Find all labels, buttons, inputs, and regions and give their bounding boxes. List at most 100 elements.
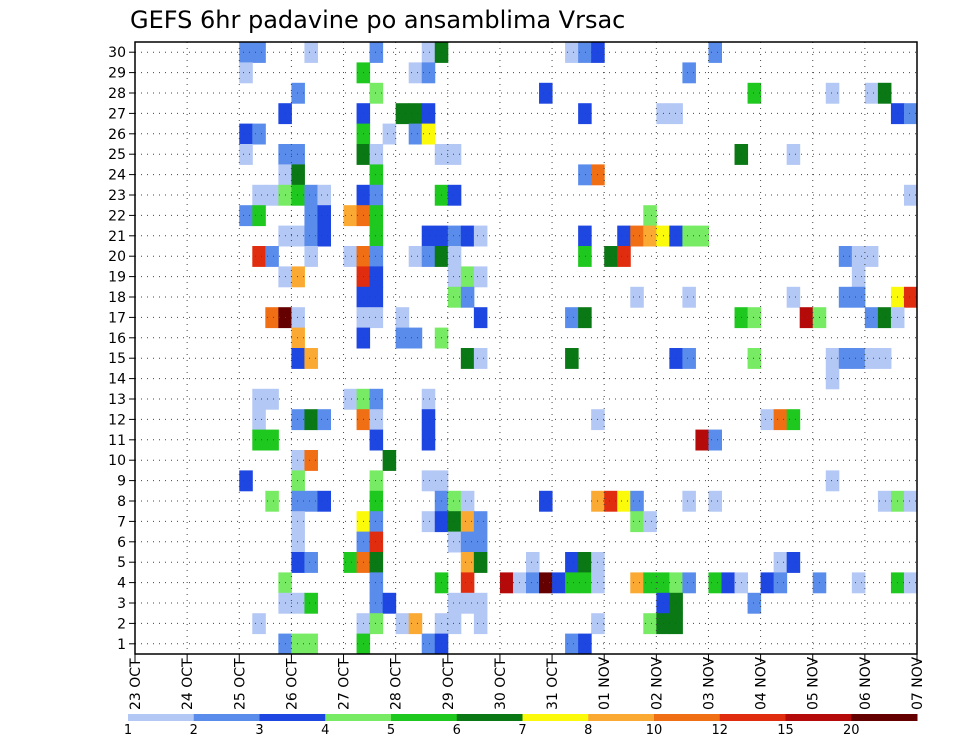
y-tick-label: 1: [117, 637, 126, 653]
y-tick-label: 11: [108, 433, 126, 449]
colorbar-swatch: [456, 714, 523, 721]
heatmap-cell: [395, 613, 410, 635]
x-tick-label: 28 OCT: [389, 658, 405, 710]
heatmap-cell: [369, 286, 384, 308]
heatmap-cell: [369, 205, 384, 227]
colorbar-swatch: [325, 714, 392, 721]
heatmap-cell: [304, 184, 318, 206]
heatmap-cell: [421, 409, 436, 431]
heatmap-cell: [265, 307, 279, 329]
heatmap-cell: [682, 490, 696, 512]
heatmap-cell: [265, 490, 279, 512]
heatmap-cell: [408, 62, 423, 84]
heatmap-cell: [473, 307, 488, 329]
heatmap-cell: [473, 552, 488, 573]
heatmap-cell: [838, 348, 853, 369]
y-tick-label: 20: [108, 249, 126, 265]
heatmap-cell: [695, 225, 709, 247]
heatmap-cell: [304, 225, 318, 247]
heatmap-cell: [565, 552, 579, 573]
heatmap-cell: [343, 246, 358, 267]
heatmap-cell: [539, 572, 553, 594]
heatmap-cell: [460, 592, 475, 614]
colorbar-label: 3: [255, 723, 263, 738]
heatmap-cell: [460, 552, 475, 573]
x-tick-label: 27 OCT: [337, 658, 353, 710]
heatmap-cell: [565, 307, 579, 329]
y-tick-label: 23: [108, 188, 126, 204]
heatmap-cell: [473, 592, 488, 614]
colorbar-swatch: [654, 714, 721, 721]
colorbar-label: 2: [190, 723, 198, 738]
colorbar-swatch: [588, 714, 655, 721]
heatmap-cell: [369, 184, 384, 206]
heatmap-cell: [369, 470, 384, 492]
heatmap-cell: [578, 246, 592, 267]
heatmap-cell: [252, 42, 266, 63]
heatmap-cell: [421, 103, 436, 125]
heatmap-cell: [539, 82, 553, 104]
x-tick-label: 24 OCT: [180, 658, 196, 710]
heatmap-cell: [382, 592, 397, 614]
heatmap-cell: [864, 348, 879, 369]
heatmap-cell: [252, 246, 266, 267]
heatmap-cell: [369, 511, 384, 533]
heatmap-cell: [239, 123, 253, 145]
heatmap-cell: [526, 552, 540, 573]
heatmap-cell: [304, 246, 318, 267]
heatmap-cell: [291, 450, 305, 471]
heatmap-cell: [721, 572, 736, 594]
heatmap-cell: [395, 307, 410, 329]
heatmap-cell: [291, 144, 305, 165]
colorbar-label: 15: [777, 723, 794, 738]
heatmap-cell: [747, 307, 762, 329]
heatmap-cell: [630, 511, 644, 533]
heatmap-cell: [708, 490, 722, 512]
plot-area: 1234567891011121314151617181920212223242…: [108, 41, 926, 710]
heatmap-cell: [421, 470, 436, 492]
y-tick-label: 4: [117, 576, 126, 592]
heatmap-cell: [369, 409, 384, 431]
y-tick-label: 6: [117, 535, 126, 551]
heatmap-cell: [643, 205, 657, 227]
heatmap-cell: [304, 205, 318, 227]
heatmap-cell: [265, 184, 279, 206]
y-tick-label: 13: [108, 392, 126, 408]
heatmap-cell: [421, 42, 436, 63]
x-tick-label: 25 OCT: [232, 658, 248, 710]
y-tick-label: 22: [108, 208, 126, 224]
heatmap-cell: [838, 246, 853, 267]
heatmap-cell: [291, 511, 305, 533]
heatmap-cell: [669, 572, 683, 594]
heatmap-cell: [291, 592, 305, 614]
heatmap-cell: [643, 225, 657, 247]
heatmap-cell: [630, 286, 644, 308]
heatmap-cell: [239, 62, 253, 84]
heatmap-cell: [395, 103, 410, 125]
y-tick-label: 19: [108, 270, 126, 286]
heatmap-cell: [565, 633, 579, 655]
heatmap-cell: [369, 164, 384, 186]
heatmap-cell: [604, 246, 618, 267]
heatmap-cell: [747, 348, 762, 369]
heatmap-cell: [903, 572, 918, 594]
heatmap-cell: [447, 266, 462, 288]
heatmap-cell: [369, 307, 384, 329]
heatmap-cell: [421, 225, 436, 247]
heatmap-cell: [877, 82, 892, 104]
heatmap-cell: [291, 409, 305, 431]
heatmap-cell: [786, 286, 801, 308]
heatmap-cell: [460, 511, 475, 533]
heatmap-cell: [578, 633, 592, 655]
heatmap-cell: [408, 246, 423, 267]
x-tick-label: 03 NOV: [701, 656, 717, 710]
heatmap-cell: [291, 531, 305, 553]
y-tick-label: 16: [108, 331, 126, 347]
heatmap-cell: [903, 184, 918, 206]
heatmap-cell: [447, 286, 462, 308]
heatmap-cell: [304, 633, 318, 655]
heatmap-cell: [317, 225, 331, 247]
heatmap-cell: [447, 490, 462, 512]
colorbar-swatch: [391, 714, 458, 721]
heatmap-cell: [343, 388, 358, 410]
